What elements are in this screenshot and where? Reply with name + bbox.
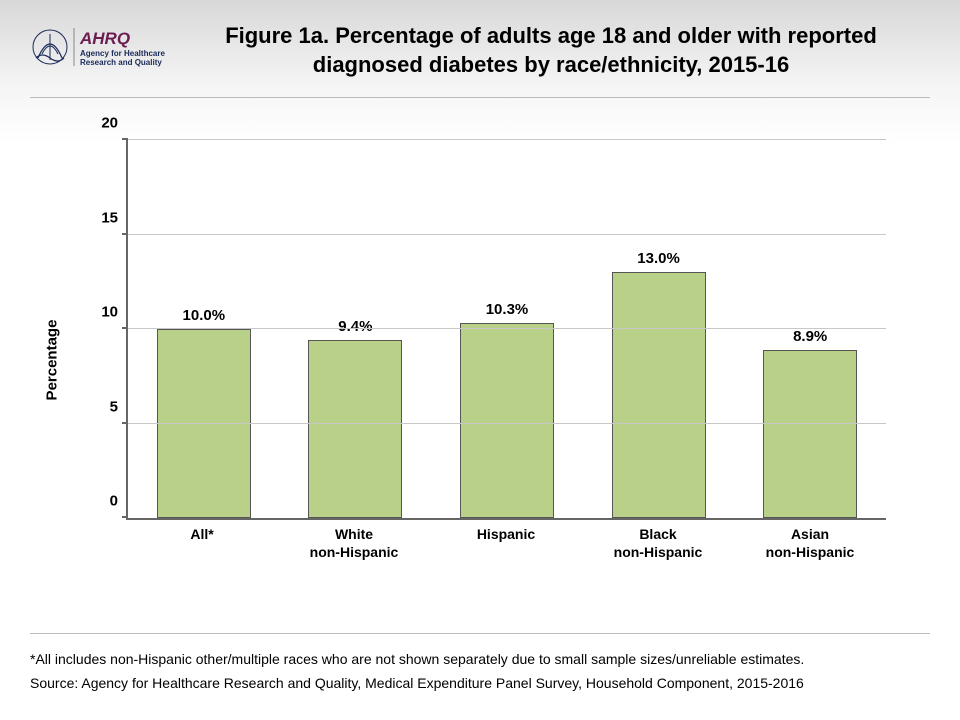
y-tick-label: 20	[101, 115, 128, 132]
y-tick-mark	[122, 516, 128, 518]
bar-value-label: 10.3%	[486, 301, 529, 318]
bar: 10.0%	[157, 329, 251, 518]
y-tick-label: 15	[101, 209, 128, 226]
figure-title: Figure 1a. Percentage of adults age 18 a…	[212, 18, 930, 79]
y-axis-label: Percentage	[44, 320, 61, 401]
footnote-source: Source: Agency for Healthcare Research a…	[30, 672, 930, 696]
x-tick-label: Whitenon-Hispanic	[278, 526, 430, 561]
ahrq-logo: AHRQ Agency for Healthcare Research and …	[30, 24, 200, 75]
y-tick-mark	[122, 138, 128, 140]
x-tick-label: All*	[126, 526, 278, 561]
header-divider	[30, 97, 930, 98]
grid-line	[128, 423, 886, 424]
y-tick-label: 10	[101, 304, 128, 321]
bar-value-label: 9.4%	[338, 318, 372, 335]
x-tick-label: Asiannon-Hispanic	[734, 526, 886, 561]
bar-value-label: 10.0%	[183, 307, 226, 324]
svg-text:Research and Quality: Research and Quality	[80, 58, 162, 67]
bar-chart: Percentage 10.0%9.4%10.3%13.0%8.9% 05101…	[80, 130, 900, 590]
grid-line	[128, 139, 886, 140]
bar: 9.4%	[308, 340, 402, 518]
bar-value-label: 13.0%	[637, 250, 680, 267]
bar-slot: 13.0%	[583, 140, 735, 518]
bar-slot: 8.9%	[734, 140, 886, 518]
y-tick-mark	[122, 233, 128, 235]
x-tick-label: Blacknon-Hispanic	[582, 526, 734, 561]
svg-text:Agency for Healthcare: Agency for Healthcare	[80, 49, 165, 58]
y-tick-mark	[122, 422, 128, 424]
y-tick-label: 0	[110, 493, 128, 510]
y-tick-label: 5	[110, 398, 128, 415]
bar: 13.0%	[612, 272, 706, 518]
bar-value-label: 8.9%	[793, 328, 827, 345]
bar: 10.3%	[460, 323, 554, 518]
svg-text:AHRQ: AHRQ	[79, 29, 130, 48]
y-tick-mark	[122, 327, 128, 329]
bar-slot: 10.0%	[128, 140, 280, 518]
plot-area: 10.0%9.4%10.3%13.0%8.9% 05101520	[126, 140, 886, 520]
bars-container: 10.0% 9.4% 10.3% 13.0% 8.9%	[128, 140, 886, 518]
bar-slot: 9.4%	[280, 140, 432, 518]
footnote-all: *All includes non-Hispanic other/multipl…	[30, 648, 930, 672]
bar-slot: 10.3%	[431, 140, 583, 518]
bar: 8.9%	[763, 350, 857, 518]
grid-line	[128, 328, 886, 329]
x-axis-labels: All*Whitenon-HispanicHispanicBlacknon-Hi…	[126, 526, 886, 561]
header: AHRQ Agency for Healthcare Research and …	[0, 0, 960, 79]
grid-line	[128, 234, 886, 235]
x-tick-label: Hispanic	[430, 526, 582, 561]
footnotes: *All includes non-Hispanic other/multipl…	[30, 633, 930, 696]
